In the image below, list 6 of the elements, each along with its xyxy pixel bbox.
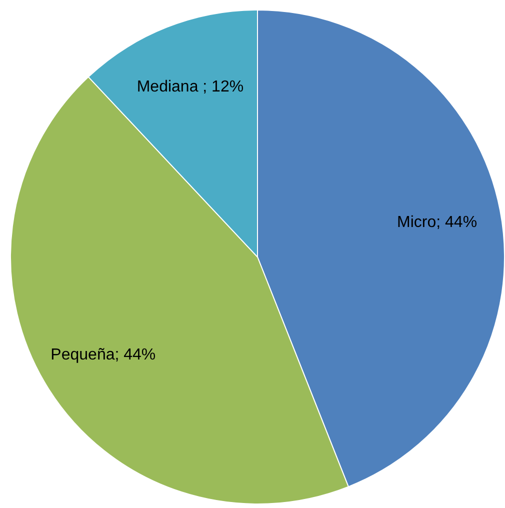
slice-label: Pequeña [50, 346, 115, 364]
data-label: ; 44% [436, 214, 478, 232]
slice-label: Mediana [136, 78, 198, 96]
slice-label: Micro [397, 214, 436, 232]
data-label: ; 44% [114, 346, 156, 364]
data-label: ; 12% [198, 78, 244, 96]
